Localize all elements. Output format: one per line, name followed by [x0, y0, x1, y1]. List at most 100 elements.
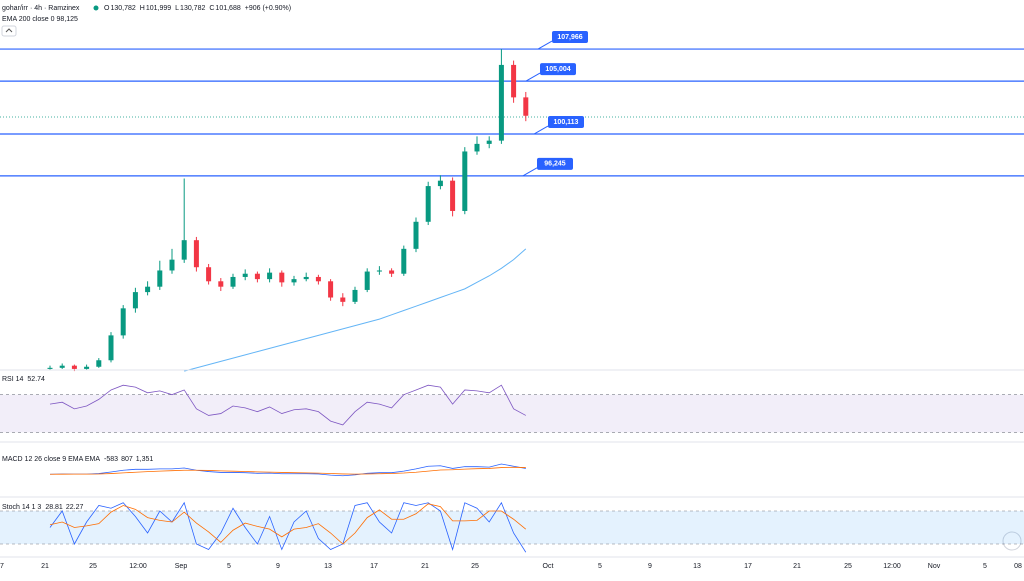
x-axis-label: 5	[598, 563, 602, 570]
x-axis-label: 25	[89, 563, 97, 570]
macd-line	[49, 463, 526, 477]
ohlc-key: L	[175, 5, 179, 12]
candle-body	[462, 151, 468, 211]
candle-body	[291, 279, 297, 283]
candle-body	[376, 270, 382, 272]
candle-body	[315, 276, 321, 282]
candle-body	[474, 143, 480, 152]
candle-body	[303, 276, 309, 280]
candle-body	[486, 140, 492, 144]
candle-body	[218, 281, 224, 287]
symbol: gohar/irr · 4h · Ramzinex	[2, 5, 80, 12]
candle-body	[145, 286, 151, 293]
ohlc-key: H	[140, 5, 145, 12]
candle-body	[401, 248, 407, 274]
band-fill	[0, 394, 1024, 433]
candle-body	[132, 292, 138, 309]
band-fill	[0, 511, 1024, 544]
candle-body	[157, 270, 163, 287]
candle-body	[96, 360, 102, 367]
candle-body	[425, 186, 431, 222]
ema-value: 98,125	[57, 16, 79, 23]
rsi-line	[49, 384, 526, 426]
level-label: 100,113	[533, 116, 584, 135]
candle-body	[413, 221, 419, 249]
indicator-value: 1,351	[136, 456, 154, 463]
x-axis-label: 25	[844, 563, 852, 570]
indicator-label: Stoch 14 1 3	[2, 504, 41, 511]
indicator-value: -583	[104, 456, 118, 463]
level-connector	[522, 167, 538, 177]
ohlc-value: 130,782	[110, 5, 135, 12]
candle-body	[71, 365, 77, 369]
candle-body	[267, 272, 273, 280]
level-box	[537, 157, 573, 170]
x-axis-label: 12:00	[883, 563, 901, 570]
x-axis-label: 08	[1014, 563, 1022, 570]
ema-label: EMA 200 close 0	[2, 16, 55, 23]
ohlc-value: 130,782	[180, 5, 205, 12]
x-axis-label: Nov	[928, 563, 941, 570]
candle-body	[389, 270, 395, 274]
x-axis-label: 21	[421, 563, 429, 570]
level-label: 107,966	[537, 31, 588, 50]
ohlc-value: 101,688	[215, 5, 240, 12]
stoch-line	[49, 503, 527, 545]
level-box	[540, 63, 576, 76]
candle-body	[437, 180, 443, 187]
candle-body	[169, 259, 175, 271]
indicator-value: 807	[121, 456, 133, 463]
x-axis-label: 21	[793, 563, 801, 570]
x-axis-label: 25	[471, 563, 479, 570]
status-dot	[93, 5, 99, 11]
x-axis-label: 7	[0, 563, 4, 570]
x-axis-label: 5	[227, 563, 231, 570]
candle-body	[242, 273, 248, 277]
level-box	[552, 31, 588, 44]
collapse-button[interactable]	[1, 25, 17, 37]
level-label: 96,245	[522, 157, 573, 177]
level-text: 105,004	[545, 66, 570, 73]
candle-body	[108, 335, 114, 361]
candle-body	[511, 64, 517, 98]
candle-body	[47, 367, 53, 369]
candle-body	[230, 276, 236, 287]
level-connector	[525, 72, 541, 82]
x-axis-label: 12:00	[129, 563, 147, 570]
candle-body	[59, 365, 65, 368]
x-axis-label: 5	[983, 563, 987, 570]
x-axis-label: 17	[370, 563, 378, 570]
indicator-value: 52.74	[27, 376, 45, 383]
level-connector	[537, 40, 553, 50]
level-connector	[533, 125, 549, 135]
candle-body	[364, 271, 370, 290]
settings-button[interactable]	[1002, 531, 1022, 551]
ohlc-key: C	[209, 5, 214, 12]
candle-body	[328, 281, 334, 298]
x-axis-label: 9	[648, 563, 652, 570]
x-axis-label: Sep	[175, 563, 188, 570]
candle-body	[279, 272, 285, 283]
x-axis-label: 9	[276, 563, 280, 570]
candle-body	[84, 366, 90, 369]
x-axis-label: 17	[744, 563, 752, 570]
level-box	[548, 116, 584, 129]
indicator-value: 22.27	[66, 504, 84, 511]
candle-body	[523, 97, 529, 116]
candle-body	[352, 289, 358, 302]
candle-body	[450, 180, 456, 211]
x-axis-label: 13	[693, 563, 701, 570]
candle-body	[193, 240, 199, 268]
candle-body	[120, 308, 126, 336]
indicator-label: RSI 14	[2, 376, 24, 383]
candle-body	[181, 240, 187, 260]
candle-body	[498, 64, 504, 141]
candle-body	[206, 267, 212, 282]
x-axis-label: Oct	[543, 563, 554, 570]
price-change: +906 (+0.90%)	[245, 5, 291, 12]
stoch-line	[49, 501, 527, 553]
indicator-label: MACD 12 26 close 9 EMA EMA	[2, 456, 100, 463]
x-axis-label: 13	[324, 563, 332, 570]
ema-line	[184, 248, 527, 372]
